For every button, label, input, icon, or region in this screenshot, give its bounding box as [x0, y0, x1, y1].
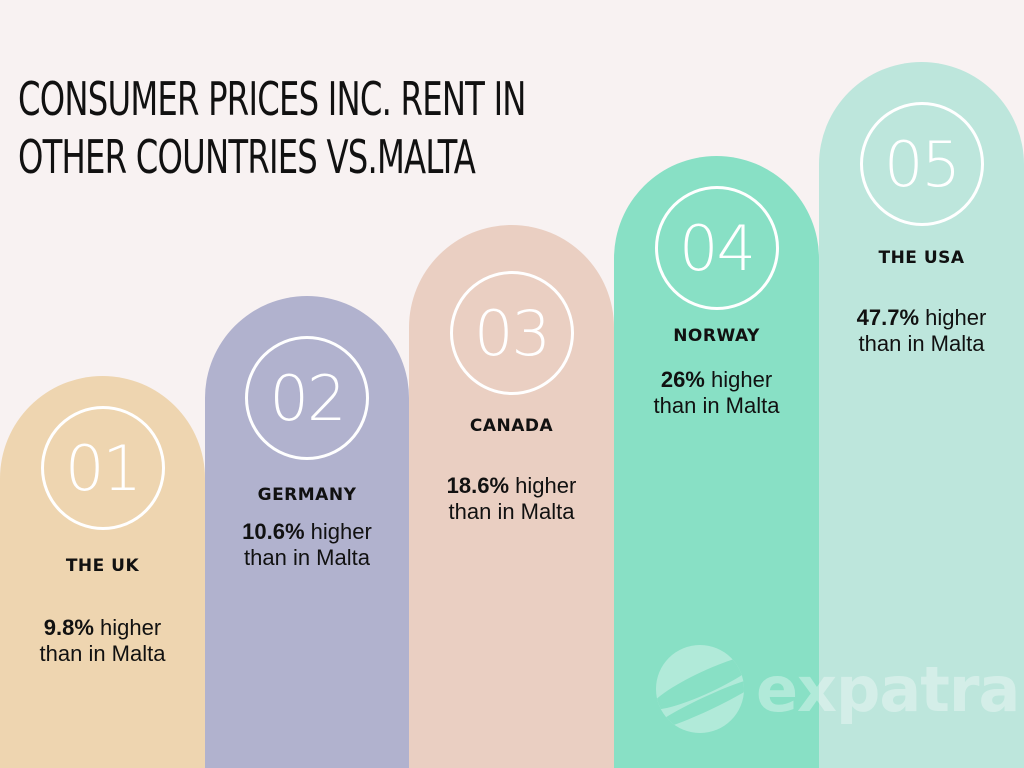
percent-value: 10.6%	[242, 519, 305, 544]
number-label: 05	[884, 127, 961, 201]
percent-value: 26%	[660, 367, 705, 392]
column-germany: 02 GERMANY 10.6% higher than in Malta	[205, 296, 409, 768]
watermark-text: expatra	[756, 652, 1020, 726]
number-circle: 03	[449, 271, 574, 395]
comparison-text: 18.6% higher than in Malta	[446, 473, 577, 524]
country-label: THE UK	[65, 556, 140, 576]
country-label: THE USA	[878, 248, 965, 268]
number-circle: 02	[245, 336, 369, 460]
column-canada: 03 CANADA 18.6% higher than in Malta	[409, 225, 614, 768]
number-circle: 05	[859, 102, 984, 226]
expatra-watermark: expatra	[656, 645, 1020, 733]
country-label: GERMANY	[257, 485, 357, 505]
percent-value: 9.8%	[43, 615, 94, 640]
country-label: NORWAY	[673, 326, 760, 346]
number-label: 01	[65, 431, 142, 505]
column-the-usa: 05 THE USA 47.7% higher than in Malta	[819, 62, 1024, 768]
number-label: 02	[269, 361, 347, 435]
number-label: 03	[474, 296, 551, 370]
country-label: CANADA	[469, 416, 554, 436]
comparison-text: 47.7% higher than in Malta	[856, 305, 987, 356]
number-circle: 04	[654, 186, 779, 310]
number-label: 04	[679, 211, 756, 285]
title-line-2: OTHER COUNTRIES VS.MALTA	[18, 130, 476, 184]
page-title: CONSUMER PRICES INC. RENT IN OTHER COUNT…	[18, 70, 526, 186]
number-circle: 01	[40, 406, 165, 530]
comparison-text: 26% higher than in Malta	[653, 367, 780, 418]
expatra-logo-icon	[656, 645, 744, 733]
percent-value: 18.6%	[446, 473, 510, 498]
comparison-text: 10.6% higher than in Malta	[242, 519, 372, 570]
percent-value: 47.7%	[856, 305, 920, 330]
comparison-text: 9.8% higher than in Malta	[39, 615, 166, 666]
title-line-1: CONSUMER PRICES INC. RENT IN	[18, 72, 526, 126]
column-the-uk: 01 THE UK 9.8% higher than in Malta	[0, 376, 205, 768]
